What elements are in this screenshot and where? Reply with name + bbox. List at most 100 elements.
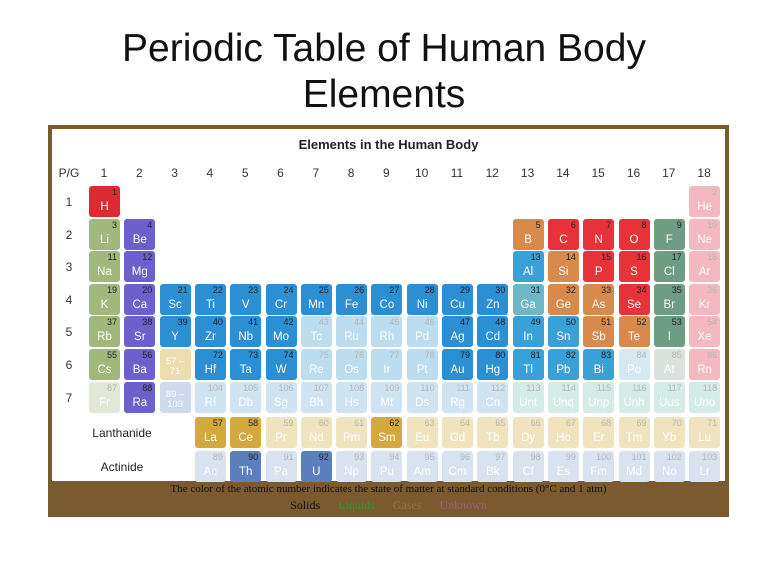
element-symbol: Fm bbox=[590, 466, 607, 478]
atomic-number: 73 bbox=[248, 350, 259, 360]
element-tl: 81 Tl bbox=[512, 349, 544, 380]
element-no: 102 No bbox=[653, 451, 685, 482]
element-symbol: Be bbox=[132, 233, 147, 246]
element-symbol: Rf bbox=[204, 396, 217, 409]
element-sc: 21 Sc bbox=[159, 283, 191, 315]
element-s: 16 S bbox=[618, 251, 650, 283]
element-md: 101 Md bbox=[618, 451, 650, 482]
group-header-6: 6 bbox=[277, 166, 284, 180]
element-tb: 65 Tb bbox=[477, 417, 509, 448]
element-nb: 41 Nb bbox=[230, 316, 262, 348]
element-te: 52 Te bbox=[618, 316, 650, 348]
atomic-number: 108 bbox=[349, 382, 365, 393]
atomic-number: 69 bbox=[636, 418, 647, 428]
element-xe: 54 Xe bbox=[689, 316, 721, 348]
element-ga: 31 Ga bbox=[512, 283, 544, 315]
element-he: 2 He bbox=[689, 186, 721, 217]
atomic-number: 41 bbox=[248, 317, 259, 328]
element-symbol: Xe bbox=[697, 331, 712, 344]
atomic-number: 28 bbox=[424, 284, 435, 295]
element-uno: 118 Uno bbox=[689, 381, 721, 413]
element-symbol: Mg bbox=[131, 266, 148, 279]
element-symbol: V bbox=[241, 298, 250, 311]
atomic-number: 99 bbox=[565, 452, 576, 462]
element-th: 90 Th bbox=[230, 451, 262, 482]
atomic-number: 17 bbox=[671, 252, 682, 263]
element-symbol: Hg bbox=[485, 364, 501, 376]
element-symbol: H bbox=[100, 201, 109, 213]
element-symbol: Pu bbox=[379, 466, 394, 478]
atomic-number: 34 bbox=[636, 284, 647, 295]
element-symbol: Es bbox=[556, 466, 571, 478]
element-rn: 86 Rn bbox=[689, 349, 721, 380]
element-symbol: Zr bbox=[204, 331, 216, 344]
element-yb: 70 Yb bbox=[653, 417, 685, 448]
atomic-number: 79 bbox=[459, 350, 470, 360]
element-symbol: Ru bbox=[344, 331, 359, 344]
element-symbol: Pd bbox=[415, 331, 430, 344]
actinide-label: Actinide bbox=[100, 460, 144, 474]
group-header-8: 8 bbox=[347, 166, 355, 180]
element-symbol: As bbox=[591, 298, 606, 311]
atomic-number: 92 bbox=[318, 452, 329, 462]
slide-title-line1: Periodic Table of Human Body bbox=[122, 27, 646, 70]
period-header-2: 2 bbox=[65, 227, 73, 242]
element-rf: 104 Rf bbox=[194, 381, 226, 413]
group-header-4: 4 bbox=[206, 166, 214, 180]
element-symbol: Cu bbox=[450, 298, 465, 311]
element-symbol: Cm bbox=[448, 466, 467, 478]
element-symbol: Hf bbox=[204, 364, 217, 376]
element-nd: 60 Nd bbox=[300, 417, 332, 448]
atomic-number: 59 bbox=[283, 418, 294, 428]
element-symbol: La bbox=[203, 432, 217, 444]
element-cf: 98 Cf bbox=[512, 451, 544, 482]
element-symbol: N bbox=[594, 233, 603, 246]
atomic-number: 77 bbox=[389, 350, 400, 360]
atomic-number: 83 bbox=[601, 350, 612, 360]
atomic-number: 100 bbox=[596, 452, 612, 462]
atomic-number: 63 bbox=[424, 418, 435, 428]
element-gd: 64 Gd bbox=[442, 417, 473, 448]
group-header-2: 2 bbox=[135, 166, 143, 180]
atomic-number: 14 bbox=[565, 252, 576, 263]
group-header-16: 16 bbox=[626, 166, 641, 180]
atomic-number: 30 bbox=[495, 284, 506, 295]
element-at: 85 At bbox=[653, 349, 685, 380]
atomic-number: 78 bbox=[424, 350, 435, 360]
atomic-number: 21 bbox=[177, 284, 188, 295]
element-symbol: Cs bbox=[97, 364, 112, 376]
legend-liquids: Liquids bbox=[338, 498, 375, 512]
element-symbol: Rb bbox=[97, 331, 112, 344]
element-bi: 83 Bi bbox=[583, 349, 615, 380]
element-re: 75 Re bbox=[300, 349, 332, 380]
atomic-number: 27 bbox=[389, 284, 400, 295]
group-header-15: 15 bbox=[591, 166, 605, 180]
element-y: 39 Y bbox=[159, 316, 191, 348]
atomic-number: 42 bbox=[283, 317, 294, 328]
group-header-14: 14 bbox=[556, 166, 570, 180]
atomic-number: 32 bbox=[565, 284, 576, 295]
period-header-7: 7 bbox=[65, 390, 73, 405]
actinide-series-placeholder: 89 – 103 bbox=[159, 381, 191, 413]
element-ac: 89 Ac bbox=[194, 451, 226, 482]
element-symbol: Gd bbox=[449, 432, 466, 444]
element-symbol: Rh bbox=[379, 331, 395, 344]
element-hg: 80 Hg bbox=[477, 349, 509, 380]
element-symbol: Rg bbox=[450, 396, 465, 409]
element-symbol: P bbox=[594, 266, 603, 279]
group-header-10: 10 bbox=[415, 166, 429, 180]
element-symbol: Unp bbox=[588, 396, 610, 409]
element-symbol: Th bbox=[238, 466, 253, 478]
element-symbol: Mt bbox=[380, 396, 394, 409]
atomic-number: 60 bbox=[318, 418, 329, 428]
element-cl: 17 Cl bbox=[653, 251, 685, 283]
element-symbol: Sg bbox=[273, 396, 289, 409]
state-legend: Solids Liquids Gases Unknown bbox=[48, 498, 729, 513]
element-symbol: Cr bbox=[274, 298, 288, 311]
atomic-number: 70 bbox=[671, 418, 682, 428]
atomic-number: 22 bbox=[212, 284, 223, 295]
atomic-number: 111 bbox=[456, 382, 470, 393]
group-header-17: 17 bbox=[662, 166, 676, 180]
element-es: 99 Es bbox=[547, 451, 579, 482]
